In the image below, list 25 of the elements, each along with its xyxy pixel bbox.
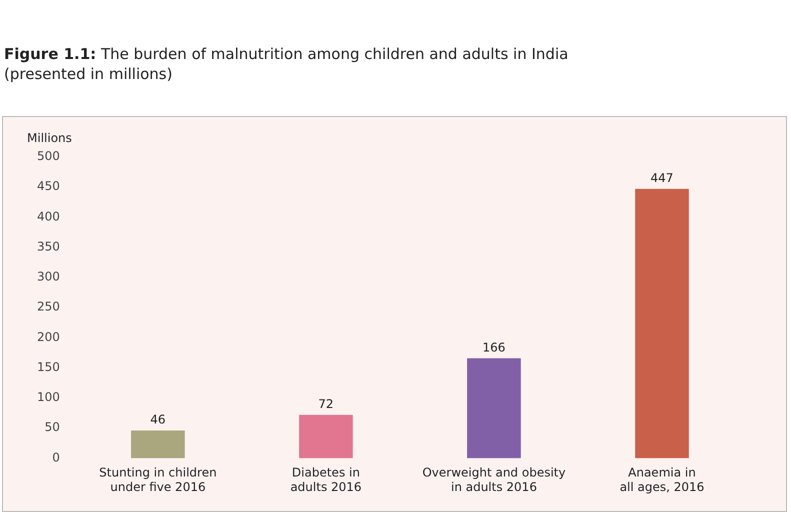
y-tick-label: 450 xyxy=(37,179,60,194)
y-axis-title: Millions xyxy=(27,131,72,145)
y-tick-label: 250 xyxy=(37,300,60,314)
bar xyxy=(467,358,521,458)
data-label: 72 xyxy=(318,396,334,411)
y-tick-label: 200 xyxy=(37,330,60,344)
x-tick-label: Diabetes in adults 2016 xyxy=(290,466,362,494)
bar xyxy=(635,188,689,458)
y-tick-label: 350 xyxy=(37,239,60,254)
x-tick-label: Overweight and obesity in adults 2016 xyxy=(422,466,566,494)
y-tick-label: 500 xyxy=(37,149,60,164)
y-tick-label: 400 xyxy=(37,209,60,224)
bar xyxy=(131,430,185,458)
y-tick-label: 300 xyxy=(37,270,60,284)
x-tick-label: Stunting in children under five 2016 xyxy=(99,466,217,494)
data-label: 447 xyxy=(650,171,674,186)
y-tick-label: 100 xyxy=(37,390,60,404)
y-tick-label: 50 xyxy=(44,420,60,434)
y-tick-label: 0 xyxy=(52,450,60,464)
data-label: 46 xyxy=(150,412,166,427)
y-tick-label: 150 xyxy=(37,360,60,374)
chart-title: Figure 1.1: The burden of malnutrition among children and adults in India (presented in millions) xyxy=(4,44,570,84)
data-label: 166 xyxy=(482,340,506,354)
x-tick-label: Anaemia in all ages, 2016 xyxy=(620,466,704,494)
bar xyxy=(299,414,353,458)
